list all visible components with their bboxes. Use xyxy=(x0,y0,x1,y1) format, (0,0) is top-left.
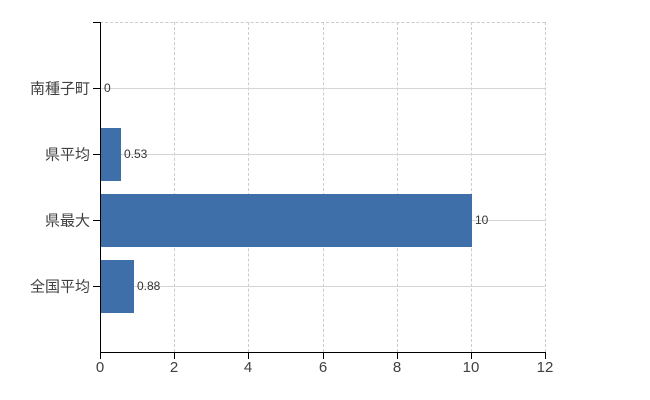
x-tick-label: 8 xyxy=(392,359,402,376)
bar-2 xyxy=(101,194,472,247)
gridline-horizontal xyxy=(101,286,545,287)
x-tick-label: 2 xyxy=(169,359,179,376)
x-tick-label: 10 xyxy=(462,359,480,376)
value-label-2: 10 xyxy=(475,213,489,227)
gridline-horizontal xyxy=(101,154,545,155)
y-axis-tick xyxy=(93,22,100,23)
gridline-vertical xyxy=(174,22,175,352)
value-label-3: 0.88 xyxy=(137,279,161,293)
gridline-horizontal xyxy=(101,88,545,89)
x-axis-tick xyxy=(545,353,546,359)
x-axis-tick xyxy=(397,353,398,359)
x-tick-label: 4 xyxy=(243,359,253,376)
bar-3 xyxy=(101,260,134,313)
x-axis-tick xyxy=(471,353,472,359)
y-axis-tick xyxy=(93,88,100,89)
plot-top-border xyxy=(100,22,545,23)
value-label-0: 0 xyxy=(104,81,111,95)
y-axis-tick xyxy=(93,220,100,221)
gridline-vertical xyxy=(323,22,324,352)
gridline-vertical xyxy=(471,22,472,352)
category-label-1: 県平均 xyxy=(44,146,90,164)
y-axis-line xyxy=(100,22,101,353)
x-tick-label: 6 xyxy=(318,359,328,376)
x-tick-label: 0 xyxy=(95,359,105,376)
y-axis-tick xyxy=(93,154,100,155)
x-tick-label: 12 xyxy=(536,359,554,376)
x-axis-tick xyxy=(174,353,175,359)
category-label-3: 全国平均 xyxy=(29,278,90,296)
x-axis-tick xyxy=(323,353,324,359)
gridline-vertical xyxy=(397,22,398,352)
x-axis-tick xyxy=(248,353,249,359)
gridline-vertical xyxy=(545,22,546,352)
category-label-0: 南種子町 xyxy=(29,80,90,98)
value-label-1: 0.53 xyxy=(124,147,148,161)
bar-1 xyxy=(101,128,121,181)
x-axis-line xyxy=(100,352,546,353)
y-axis-tick xyxy=(93,286,100,287)
category-label-2: 県最大 xyxy=(44,212,90,230)
gridline-vertical xyxy=(248,22,249,352)
x-axis-tick xyxy=(100,353,101,359)
